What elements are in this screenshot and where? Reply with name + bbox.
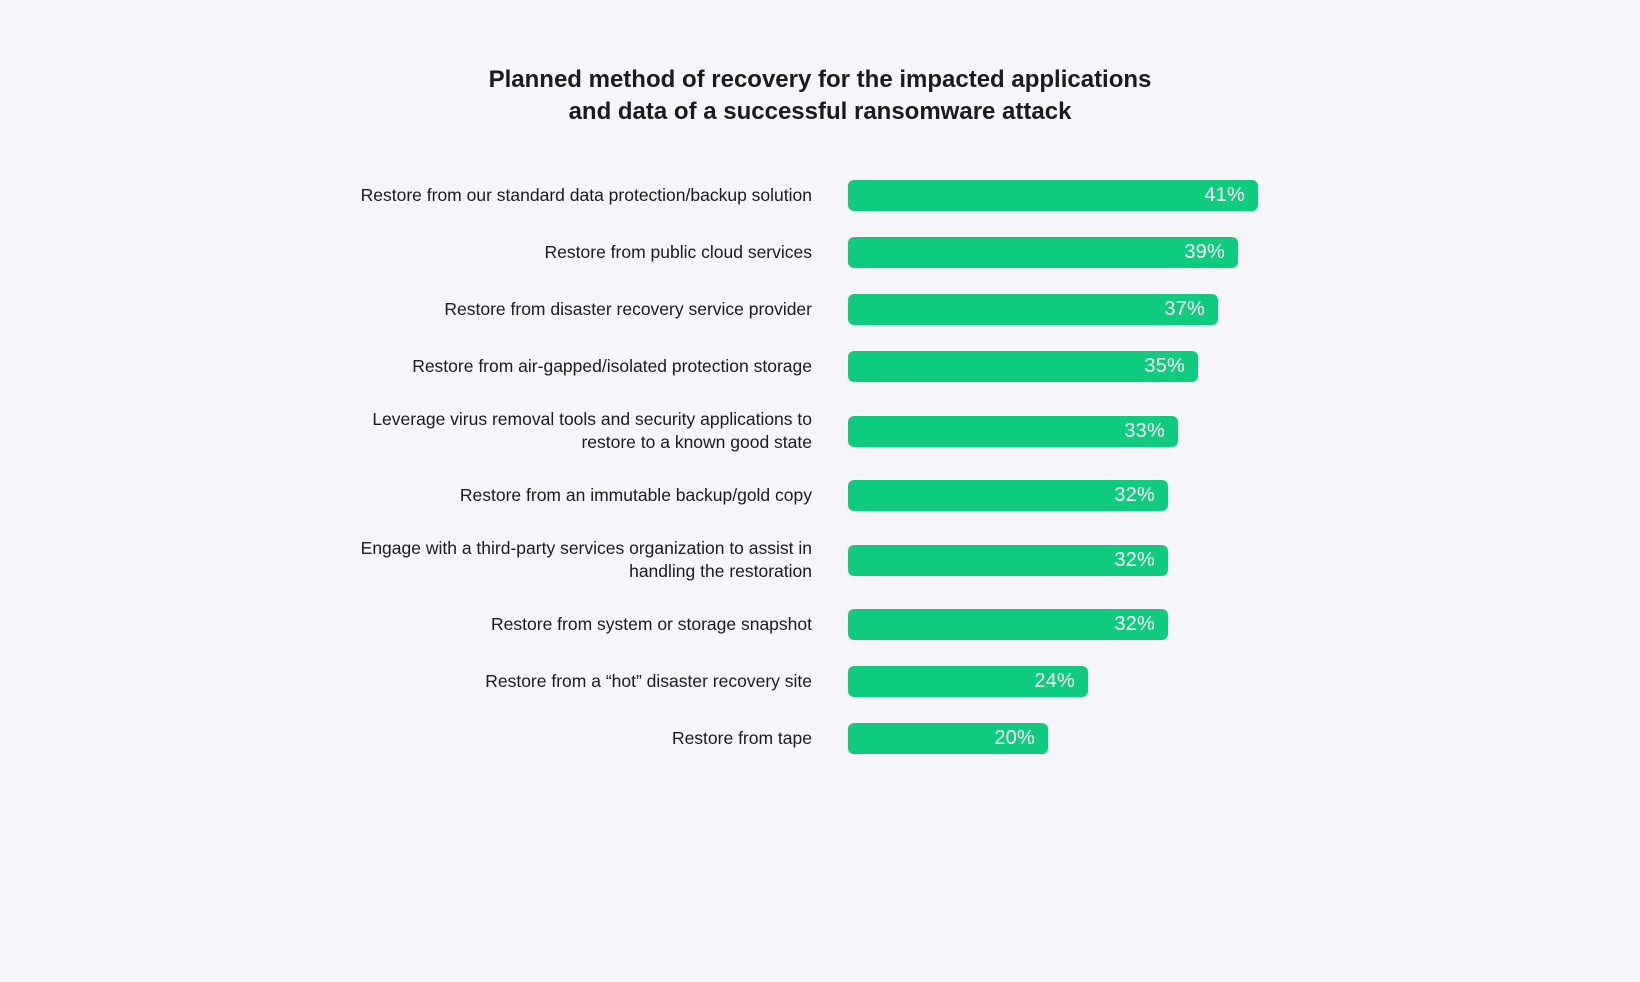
bar: 39% xyxy=(848,237,1238,268)
bar: 20% xyxy=(848,723,1048,754)
category-label: Restore from disaster recovery service p… xyxy=(444,299,812,319)
bar-track: 35% xyxy=(848,351,1308,382)
bar-track: 41% xyxy=(848,180,1308,211)
bar-track: 32% xyxy=(848,480,1308,511)
bar-row: Restore from an immutable backup/gold co… xyxy=(322,480,1640,511)
chart-plot-area: Restore from our standard data protectio… xyxy=(0,180,1640,754)
category-label: Restore from public cloud services xyxy=(544,242,812,262)
bar-track: 33% xyxy=(848,415,1308,447)
category-label: Restore from an immutable backup/gold co… xyxy=(459,485,812,505)
bar-value-label: 33% xyxy=(1124,419,1165,442)
bar-value-label: 24% xyxy=(1034,670,1075,692)
category-label: Engage with a third-party services organ… xyxy=(360,538,812,581)
bar-row: Restore from a “hot” disaster recovery s… xyxy=(322,666,1640,697)
bar-row: Leverage virus removal tools and securit… xyxy=(322,408,1640,454)
category-label: Leverage virus removal tools and securit… xyxy=(372,409,812,452)
bar-value-label: 37% xyxy=(1164,298,1205,320)
bar-track: 20% xyxy=(848,723,1308,754)
bar-row: Restore from disaster recovery service p… xyxy=(322,294,1640,325)
bar-track: 32% xyxy=(848,609,1308,640)
bar-row: Restore from tape 20% xyxy=(322,723,1640,754)
bar-value-label: 39% xyxy=(1184,241,1225,263)
bar-track: 37% xyxy=(848,294,1308,325)
bar: 32% xyxy=(848,609,1168,640)
bar: 24% xyxy=(848,666,1088,697)
bar-value-label: 32% xyxy=(1114,613,1155,635)
bar-track: 39% xyxy=(848,237,1308,268)
bar-row: Restore from air-gapped/isolated protect… xyxy=(322,351,1640,382)
bar-value-label: 35% xyxy=(1144,355,1185,377)
category-label: Restore from a “hot” disaster recovery s… xyxy=(485,671,812,691)
bar-track: 24% xyxy=(848,666,1308,697)
category-label: Restore from our standard data protectio… xyxy=(360,185,812,205)
bar: 32% xyxy=(848,480,1168,511)
bar-row: Engage with a third-party services organ… xyxy=(322,537,1640,583)
bar-value-label: 32% xyxy=(1114,548,1155,571)
bar: 32% xyxy=(848,544,1168,576)
bar-value-label: 20% xyxy=(994,727,1035,749)
bar-row: Restore from our standard data protectio… xyxy=(322,180,1640,211)
bar: 37% xyxy=(848,294,1218,325)
bar-track: 32% xyxy=(848,544,1308,576)
bar: 33% xyxy=(848,415,1178,447)
bar-value-label: 32% xyxy=(1114,484,1155,506)
chart-title: Planned method of recovery for the impac… xyxy=(488,66,1152,125)
ransomware-recovery-chart: Planned method of recovery for the impac… xyxy=(0,64,1640,982)
bar-row: Restore from system or storage snapshot … xyxy=(322,609,1640,640)
category-label: Restore from system or storage snapshot xyxy=(491,614,812,634)
bar-row: Restore from public cloud services 39% xyxy=(322,237,1640,268)
bar-value-label: 41% xyxy=(1204,184,1245,206)
bar: 41% xyxy=(848,180,1258,211)
category-label: Restore from tape xyxy=(671,728,812,748)
category-label: Restore from air-gapped/isolated protect… xyxy=(412,356,812,376)
bar: 35% xyxy=(848,351,1198,382)
